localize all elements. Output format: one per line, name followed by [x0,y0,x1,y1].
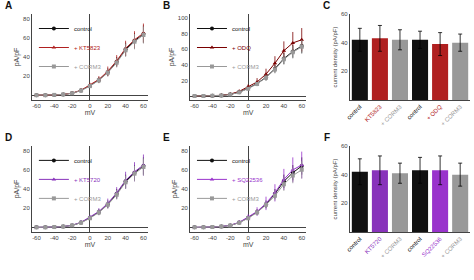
svg-text:20: 20 [341,200,348,206]
svg-text:KT5720: KT5720 [364,235,384,255]
svg-text:-60: -60 [32,235,41,241]
svg-text:-40: -40 [208,103,217,109]
svg-text:60: 60 [23,35,30,41]
svg-text:control: control [74,158,92,164]
svg-text:control: control [406,236,423,253]
svg-text:+ CORM3: + CORM3 [380,103,404,127]
svg-text:100: 100 [178,15,189,21]
svg-text:-20: -20 [68,235,77,241]
svg-text:current density (pA/pF): current density (pA/pF) [332,158,338,219]
svg-text:+ CORM3: + CORM3 [74,196,102,202]
svg-text:-40: -40 [50,235,59,241]
svg-text:40: 40 [181,62,188,68]
svg-text:+ CORM3: + CORM3 [74,64,102,70]
svg-text:control: control [346,104,363,121]
svg-text:control: control [74,26,92,32]
svg-text:+ CORM3: + CORM3 [440,235,464,259]
svg-text:20: 20 [104,235,111,241]
svg-text:20: 20 [341,68,348,74]
svg-text:+ KT5720: + KT5720 [74,177,101,183]
svg-text:+ SQ22536: + SQ22536 [232,177,263,183]
svg-text:-60: -60 [32,103,41,109]
svg-text:-20: -20 [68,103,77,109]
svg-text:+ CORM3: + CORM3 [232,64,260,70]
svg-text:control: control [232,26,250,32]
svg-text:-40: -40 [208,235,217,241]
svg-text:40: 40 [181,186,188,192]
svg-text:40: 40 [122,103,129,109]
svg-text:40: 40 [122,235,129,241]
svg-text:pA/pF: pA/pF [171,180,179,199]
svg-text:+ ODQ: + ODQ [425,104,443,122]
svg-text:80: 80 [181,148,188,154]
svg-text:60: 60 [23,167,30,173]
svg-text:20: 20 [263,103,270,109]
svg-text:40: 40 [281,103,288,109]
svg-text:20: 20 [181,205,188,211]
svg-text:0: 0 [88,235,92,241]
svg-text:control: control [232,158,250,164]
svg-text:+ CORM3: + CORM3 [440,103,464,127]
svg-text:B: B [163,0,170,11]
svg-text:80: 80 [181,31,188,37]
svg-text:C: C [323,0,330,11]
svg-text:A: A [5,0,12,11]
svg-text:pA/pF: pA/pF [13,48,21,67]
svg-text:20: 20 [23,73,30,79]
svg-text:20: 20 [104,103,111,109]
svg-text:mV: mV [243,109,254,116]
svg-text:F: F [324,132,330,143]
svg-text:60: 60 [298,103,305,109]
svg-text:80: 80 [23,148,30,154]
svg-text:control: control [406,104,423,121]
svg-text:60: 60 [298,235,305,241]
svg-text:40: 40 [23,186,30,192]
svg-text:control: control [346,236,363,253]
svg-text:E: E [163,132,170,143]
svg-text:40: 40 [341,40,348,46]
svg-text:+ CORM3: + CORM3 [232,196,260,202]
svg-text:-20: -20 [226,103,235,109]
svg-text:mV: mV [85,109,96,116]
svg-text:-40: -40 [50,103,59,109]
svg-text:60: 60 [341,143,348,149]
svg-text:0: 0 [246,103,250,109]
svg-text:SQ22536: SQ22536 [421,235,444,258]
svg-text:current density (pA/pF): current density (pA/pF) [332,26,338,87]
svg-text:20: 20 [263,235,270,241]
svg-text:60: 60 [181,46,188,52]
svg-text:20: 20 [23,205,30,211]
svg-text:-60: -60 [190,103,199,109]
svg-text:60: 60 [341,11,348,17]
svg-text:+ KT5823: + KT5823 [74,45,101,51]
svg-text:80: 80 [23,16,30,22]
svg-text:40: 40 [341,172,348,178]
svg-text:60: 60 [140,103,147,109]
svg-text:D: D [5,132,12,143]
svg-text:-60: -60 [190,235,199,241]
svg-text:40: 40 [23,54,30,60]
svg-text:KT5823: KT5823 [364,103,384,123]
svg-text:pA/pF: pA/pF [168,48,176,67]
svg-text:-20: -20 [226,235,235,241]
svg-text:mV: mV [243,241,254,248]
svg-text:mV: mV [85,241,96,248]
svg-text:+ CORM3: + CORM3 [380,235,404,259]
svg-text:20: 20 [181,78,188,84]
svg-text:60: 60 [140,235,147,241]
svg-text:pA/pF: pA/pF [13,180,21,199]
svg-text:60: 60 [181,167,188,173]
svg-text:+ ODQ: + ODQ [232,45,251,51]
svg-text:0: 0 [246,235,250,241]
svg-text:0: 0 [88,103,92,109]
svg-text:40: 40 [281,235,288,241]
